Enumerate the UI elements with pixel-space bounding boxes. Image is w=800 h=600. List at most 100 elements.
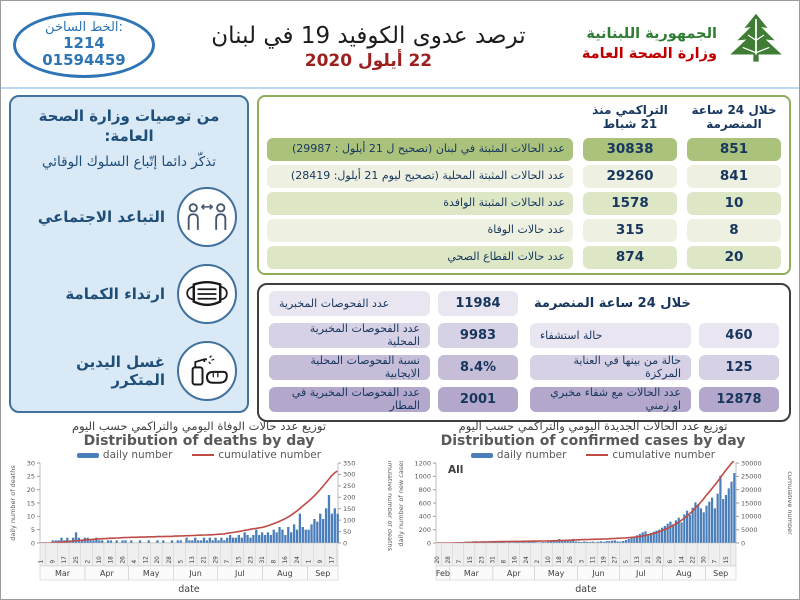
cases-chart: توزيع عدد الحالات الجديدة اليومي والتراك…	[393, 419, 794, 599]
svg-text:30000: 30000	[741, 461, 762, 467]
svg-text:19: 19	[602, 556, 608, 564]
svg-text:10: 10	[97, 556, 103, 564]
svg-text:16: 16	[283, 556, 289, 564]
svg-text:24: 24	[295, 556, 301, 564]
ministry-line1: الجمهورية اللبنانية	[586, 26, 717, 43]
svg-text:Feb: Feb	[436, 569, 450, 578]
svg-text:Mar: Mar	[55, 569, 71, 578]
value-24h: 841	[687, 164, 781, 188]
cedar-logo-icon	[725, 10, 787, 80]
deaths-chart-title: Distribution of deaths by day	[83, 432, 315, 449]
value-24h: 20	[687, 245, 781, 269]
table-row: نسبة الفحوصات المحلية الايجابية 8.4%	[269, 354, 518, 380]
cases-chart-title-ar: توزيع عدد الحالات الجديدة اليومي والتراك…	[458, 419, 728, 433]
legend-label: cumulative number	[612, 449, 716, 462]
cumulative-number-swatch	[192, 454, 215, 457]
svg-text:daily number of new cases: daily number of new cases	[397, 461, 405, 547]
svg-text:9: 9	[51, 560, 57, 564]
svg-text:Apr: Apr	[507, 569, 522, 578]
svg-text:800: 800	[419, 486, 431, 494]
svg-text:31: 31	[490, 556, 496, 564]
svg-text:27: 27	[613, 556, 619, 564]
svg-text:150: 150	[343, 505, 355, 513]
svg-text:7: 7	[225, 560, 231, 564]
svg-text:5000: 5000	[741, 526, 758, 534]
svg-text:200: 200	[419, 526, 431, 534]
report-titles: ترصد عدوى الكوفيد 19 في لبنان 22 أيلول 2…	[155, 19, 582, 71]
deaths-chart-plot: 0 5 10 15 20 25 30 0 50 100 150 200 250 300 350 1 9 17 25 2…	[6, 455, 394, 599]
row-label: عدد الحالات المثبتة المحلية (تصحيح ليوم …	[267, 164, 573, 188]
svg-text:21: 21	[646, 556, 652, 564]
hospital-right-group: خلال 24 ساعة المنصرمة حالة استشفاء 460 ح…	[530, 291, 779, 412]
svg-text:20: 20	[435, 556, 441, 564]
svg-text:11: 11	[590, 556, 596, 564]
table-row: حالة من بينها في العناية المركزة 125	[530, 354, 779, 380]
svg-text:18: 18	[557, 556, 563, 564]
value-cumulative: 29260	[583, 164, 677, 188]
svg-text:100: 100	[343, 517, 355, 525]
value-24h: 851	[687, 137, 781, 161]
svg-text:Aug: Aug	[277, 569, 293, 578]
svg-text:23: 23	[248, 556, 254, 564]
svg-text:7: 7	[713, 560, 719, 564]
svg-text:Jun: Jun	[188, 569, 202, 578]
hotline-number-long: 01594459	[42, 51, 126, 70]
cases-chart-plot: 0 200 400 600 800 1000 1200 0 5000 10000 15000 2000…	[394, 459, 794, 599]
deaths-chart-legend: daily number cumulative number	[76, 449, 322, 462]
value-cumulative: 874	[583, 245, 677, 269]
report-date: 22 أيلول 2020	[304, 51, 433, 71]
row-label: عدد الحالات المثبتة الوافدة	[267, 191, 573, 215]
daily-number-swatch	[76, 452, 99, 458]
svg-text:May: May	[143, 569, 160, 578]
hotline-number-short: 1214	[63, 34, 105, 53]
legend-label: cumulative number	[218, 449, 322, 462]
svg-text:13: 13	[190, 556, 196, 564]
row-value: 9983	[438, 322, 518, 348]
sidebar-item-label: التباعد الاجتماعي	[37, 208, 165, 226]
column-header-24h: خلال 24 ساعة المنصرمة	[691, 103, 777, 132]
table-row: حالة استشفاء 460	[530, 322, 779, 348]
content-area: من توصيات وزارة الصحة العامة: تذكّر دائم…	[1, 87, 799, 422]
value-cumulative: 315	[583, 218, 677, 242]
row-label: عدد الفحوصات المخبرية في المطار	[269, 386, 430, 412]
svg-text:15: 15	[724, 556, 730, 564]
row-label: عدد الحالات مع شفاء مخبري او زمني	[530, 386, 691, 412]
row-label: نسبة الفحوصات المحلية الايجابية	[269, 354, 430, 380]
row-label: عدد الفحوصات المخبرية	[269, 290, 430, 316]
svg-text:Jul: Jul	[234, 569, 245, 578]
table-row: عدد الفحوصات المخبرية المحلية 9983	[269, 322, 518, 348]
svg-text:1200: 1200	[414, 461, 431, 467]
row-value: 12878	[699, 386, 779, 412]
svg-text:20: 20	[155, 556, 161, 564]
svg-text:350: 350	[343, 461, 355, 467]
row-value: 8.4%	[438, 354, 518, 380]
svg-text:31: 31	[260, 556, 266, 564]
deaths-chart: توزيع عدد حالات الوفاة اليومي والتراكمي …	[5, 420, 394, 599]
svg-text:4: 4	[132, 560, 138, 564]
charts-section: توزيع عدد حالات الوفاة اليومي والتراكمي …	[1, 419, 799, 599]
svg-text:30: 30	[702, 556, 708, 564]
svg-text:15: 15	[27, 500, 35, 508]
svg-text:20: 20	[27, 486, 35, 494]
hotline-label: الخط الساخن:	[45, 19, 123, 35]
svg-text:15: 15	[237, 556, 243, 564]
row-value: 460	[699, 322, 779, 348]
cases-chart-title: Distribution of confirmed cases by day	[440, 432, 746, 449]
table-row: عدد الحالات مع شفاء مخبري او زمني 12878	[530, 386, 779, 412]
svg-text:7: 7	[457, 560, 463, 564]
svg-text:15000: 15000	[741, 500, 762, 508]
value-24h: 8	[687, 218, 781, 242]
svg-text:cumulative number: cumulative number	[786, 472, 792, 536]
ministry-name: الجمهورية اللبنانية وزارة الصحة العامة	[582, 25, 717, 64]
svg-text:22: 22	[690, 556, 696, 564]
ministry-logo-block: الجمهورية اللبنانية وزارة الصحة العامة	[582, 10, 787, 80]
svg-text:2: 2	[85, 560, 91, 564]
svg-text:5: 5	[31, 526, 35, 534]
recommendations-sidebar: من توصيات وزارة الصحة العامة: تذكّر دائم…	[9, 95, 249, 413]
cumulative-number-swatch	[586, 454, 609, 457]
svg-text:Mar: Mar	[464, 569, 480, 578]
svg-text:30: 30	[27, 461, 35, 467]
svg-text:28: 28	[167, 556, 173, 564]
svg-text:24: 24	[524, 556, 530, 564]
svg-text:Sep: Sep	[315, 569, 330, 578]
